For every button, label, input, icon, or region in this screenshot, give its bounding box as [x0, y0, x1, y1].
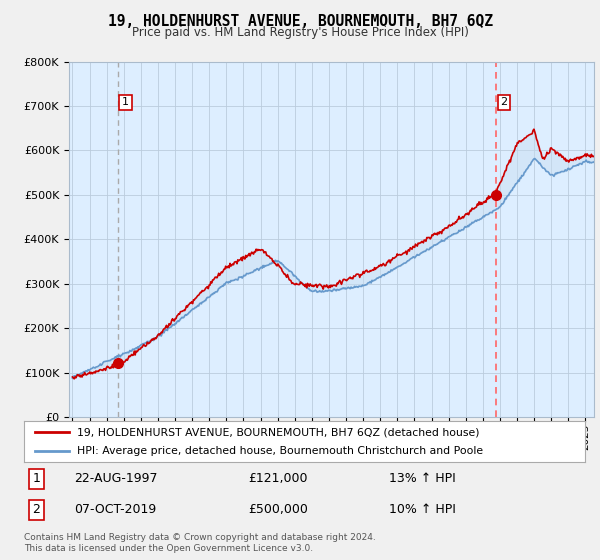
Text: 19, HOLDENHURST AVENUE, BOURNEMOUTH, BH7 6QZ: 19, HOLDENHURST AVENUE, BOURNEMOUTH, BH7…	[107, 14, 493, 29]
Text: Contains HM Land Registry data © Crown copyright and database right 2024.
This d: Contains HM Land Registry data © Crown c…	[24, 533, 376, 553]
Text: £121,000: £121,000	[248, 473, 308, 486]
Text: 2: 2	[32, 503, 40, 516]
Text: 10% ↑ HPI: 10% ↑ HPI	[389, 503, 455, 516]
Text: 13% ↑ HPI: 13% ↑ HPI	[389, 473, 455, 486]
Text: HPI: Average price, detached house, Bournemouth Christchurch and Poole: HPI: Average price, detached house, Bour…	[77, 446, 484, 456]
Text: 2: 2	[500, 97, 508, 108]
Text: 1: 1	[122, 97, 129, 108]
Text: 07-OCT-2019: 07-OCT-2019	[74, 503, 157, 516]
Text: 19, HOLDENHURST AVENUE, BOURNEMOUTH, BH7 6QZ (detached house): 19, HOLDENHURST AVENUE, BOURNEMOUTH, BH7…	[77, 427, 480, 437]
Text: 1: 1	[32, 473, 40, 486]
Text: Price paid vs. HM Land Registry's House Price Index (HPI): Price paid vs. HM Land Registry's House …	[131, 26, 469, 39]
Text: 22-AUG-1997: 22-AUG-1997	[74, 473, 158, 486]
Text: £500,000: £500,000	[248, 503, 308, 516]
